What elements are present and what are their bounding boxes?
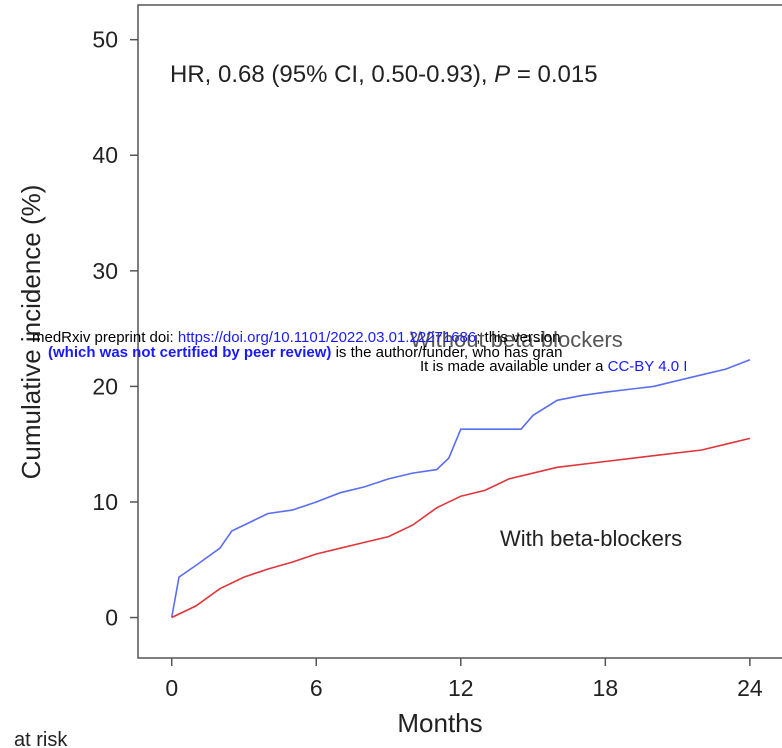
overlay-text: medRxiv preprint doi:	[32, 329, 178, 346]
y-tick-label: 0	[105, 605, 118, 631]
overlay-text: It is made available under a	[420, 358, 608, 375]
y-tick-label: 10	[92, 489, 118, 515]
at-risk-label: at risk	[14, 729, 68, 748]
x-tick-label: 6	[310, 675, 323, 701]
hr-annotation: HR, 0.68 (95% CI, 0.50-0.93), P = 0.015	[170, 61, 598, 88]
x-tick-label: 24	[737, 675, 763, 701]
y-tick-label: 20	[92, 373, 118, 399]
survival-curve	[170, 359, 751, 618]
overlay-text: is the author/funder, who has gran	[331, 344, 562, 361]
x-tick-label: 12	[448, 675, 474, 701]
hr-tail: = 0.015	[510, 61, 597, 88]
plot-area	[170, 359, 751, 619]
overlay-link[interactable]: https://doi.org/10.1101/2022.03.01.22271…	[178, 329, 476, 346]
x-tick-label: 0	[165, 675, 178, 701]
plot-frame	[137, 4, 782, 659]
series-label: With beta-blockers	[500, 526, 682, 551]
y-tick-label: 30	[92, 258, 118, 284]
overlay-bold: (which was not certified by peer review)	[48, 344, 331, 361]
overlay-line: medRxiv preprint doi: https://doi.org/10…	[32, 329, 560, 346]
overlay-text: ; this version	[476, 329, 560, 346]
survival-curve	[171, 437, 751, 619]
y-axis-label: Cumulative incidence (%)	[16, 185, 46, 480]
overlay-line: (which was not certified by peer review)…	[48, 344, 562, 361]
x-tick-label: 18	[593, 675, 619, 701]
overlay-link[interactable]: CC-BY 4.0 I	[608, 358, 688, 375]
series-label: Without beta-blockers	[410, 327, 623, 352]
y-tick-label: 50	[92, 27, 118, 53]
hr-text: HR, 0.68 (95% CI, 0.50-0.93),	[170, 61, 494, 88]
x-axis-label: Months	[397, 708, 482, 738]
y-tick-label: 40	[92, 142, 118, 168]
hr-p: P	[494, 61, 510, 88]
overlay-line: It is made available under a CC-BY 4.0 I	[420, 358, 687, 375]
